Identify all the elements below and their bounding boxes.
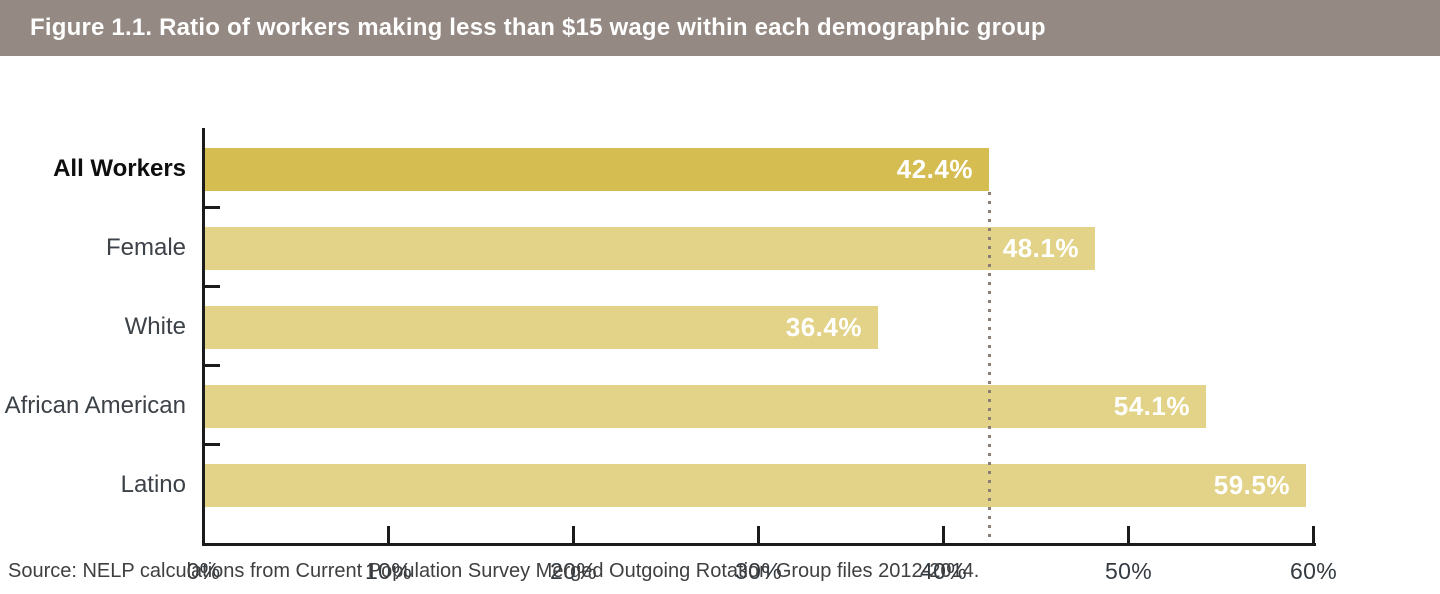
category-label-white: White [124, 313, 186, 340]
bar-value-label: 48.1% [1002, 233, 1079, 263]
figure-title: Figure 1.1. Ratio of workers making less… [0, 0, 1440, 56]
y-axis [202, 128, 205, 546]
bar-all-workers: 42.4% [205, 148, 989, 191]
y-axis-tick [202, 443, 220, 446]
category-label-latino: Latino [120, 471, 186, 498]
x-tick-label: 0% [186, 558, 221, 584]
x-axis-tick [942, 526, 945, 543]
x-tick-label: 30% [735, 558, 782, 584]
bar-female: 48.1% [205, 227, 1095, 270]
bar-value-label: 36.4% [785, 312, 862, 342]
bar-white: 36.4% [205, 306, 878, 349]
category-label-female: Female [105, 234, 186, 261]
category-label-all-workers: All Workers [53, 155, 186, 182]
y-axis-tick [202, 364, 220, 367]
y-axis-tick [202, 206, 220, 209]
x-tick-label: 50% [1105, 558, 1152, 584]
x-axis-tick [572, 526, 575, 543]
source-text: Source: NELP calculations from Current P… [8, 560, 980, 582]
x-axis-tick [757, 526, 760, 543]
x-axis-tick [1127, 526, 1130, 543]
x-tick-label: 20% [550, 558, 597, 584]
x-axis-tick [387, 526, 390, 543]
bar-value-label: 54.1% [1113, 391, 1190, 421]
reference-line [987, 192, 991, 543]
bar-latino: 59.5% [205, 464, 1306, 507]
bar-african-american: 54.1% [205, 385, 1206, 428]
category-label-african-american: African American [4, 392, 186, 419]
bar-value-label: 59.5% [1213, 470, 1290, 500]
x-tick-label: 60% [1290, 558, 1337, 584]
bar-value-label: 42.4% [896, 154, 973, 184]
x-tick-label: 40% [920, 558, 967, 584]
x-axis-tick [1312, 526, 1315, 543]
y-axis-tick [202, 285, 220, 288]
bar-chart: 42.4% 48.1% 36.4% 54.1% 59.5% All Worker… [0, 56, 1440, 584]
x-axis [202, 543, 1316, 546]
x-tick-label: 10% [365, 558, 412, 584]
